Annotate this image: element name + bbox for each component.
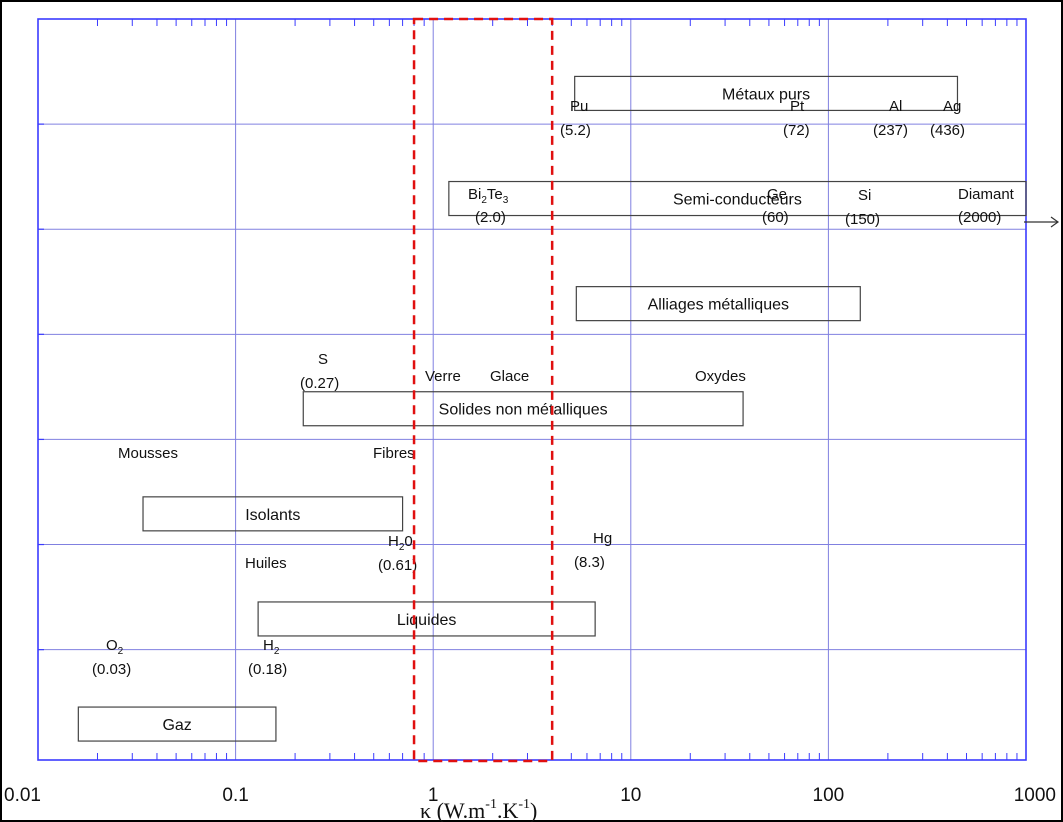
annotation-s: S bbox=[318, 351, 328, 368]
x-tick-labels: 0.01 0.1 1 10 100 1000 bbox=[4, 785, 1056, 806]
x-tick-label: 100 bbox=[813, 785, 845, 806]
category-bar bbox=[575, 286, 861, 322]
annotation-al: Al bbox=[889, 98, 902, 115]
annotation-h2-p1: H bbox=[263, 637, 274, 654]
annotation-si: Si bbox=[858, 187, 871, 204]
annotation-oxydes: Oxydes bbox=[695, 368, 746, 385]
annotation-pu-value: (5.2) bbox=[560, 122, 591, 139]
annotation-ge-value: (60) bbox=[762, 209, 789, 226]
category-bars: Métaux purs Semi-conducteurs Alliages méta… bbox=[77, 75, 1027, 742]
category-bar bbox=[448, 180, 1027, 217]
annotation-h2-sub: 2 bbox=[274, 646, 280, 657]
annotation-hg-value: (8.3) bbox=[574, 554, 605, 571]
highlight-region bbox=[412, 17, 554, 763]
category-label: Alliages métalliques bbox=[648, 297, 789, 314]
annotation-pu: Pu bbox=[570, 98, 588, 115]
x-tick-label: 0.01 bbox=[4, 785, 41, 806]
annotations: Pu (5.2) Pt (72) Al (237) Ag (436) Bi2Te… bbox=[92, 98, 1015, 678]
annotation-s-value: (0.27) bbox=[300, 375, 339, 392]
annotation-h2: H2 bbox=[263, 637, 280, 657]
x-axis-label-exp2: -1 bbox=[518, 797, 530, 812]
annotation-bi2te3-value: (2.0) bbox=[475, 209, 506, 226]
x-tick-label: 0.1 bbox=[222, 785, 248, 806]
category-label: Solides non métalliques bbox=[439, 402, 608, 419]
annotation-h2o: H20 bbox=[388, 533, 413, 553]
annotation-bi2te3-p1: Bi bbox=[468, 186, 481, 203]
annotation-o2: O2 bbox=[106, 637, 124, 657]
category-label: Semi-conducteurs bbox=[673, 192, 802, 209]
annotation-huiles: Huiles bbox=[245, 555, 287, 572]
x-tick-label: 1 bbox=[428, 785, 439, 806]
category-bar bbox=[574, 75, 959, 112]
annotation-hg: Hg bbox=[593, 530, 612, 547]
category-label: Gaz bbox=[162, 717, 191, 734]
annotation-h2o-sub: 2 bbox=[399, 542, 405, 553]
annotation-ag: Ag bbox=[943, 98, 961, 115]
x-tick-label: 10 bbox=[620, 785, 641, 806]
annotation-si-value: (150) bbox=[845, 211, 880, 228]
annotation-glace: Glace bbox=[490, 368, 529, 385]
annotation-ag-value: (436) bbox=[930, 122, 965, 139]
category-label: Métaux purs bbox=[722, 86, 810, 103]
annotation-pt: Pt bbox=[790, 98, 805, 115]
annotation-bi2te3-sub1: 2 bbox=[481, 195, 487, 206]
annotation-h2o-p1: H bbox=[388, 533, 399, 550]
annotation-h2o-value: (0.61) bbox=[378, 557, 417, 574]
annotation-ge: Ge bbox=[767, 186, 787, 203]
annotation-al-value: (237) bbox=[873, 122, 908, 139]
category-bar bbox=[257, 601, 596, 637]
annotation-diamant-value: (2000) bbox=[958, 209, 1001, 226]
annotation-mousses: Mousses bbox=[118, 445, 178, 462]
diamant-arrow-icon bbox=[1024, 216, 1060, 228]
annotation-h2-value: (0.18) bbox=[248, 661, 287, 678]
annotation-o2-sub: 2 bbox=[118, 646, 124, 657]
category-label: Liquides bbox=[397, 612, 457, 629]
annotation-fibres: Fibres bbox=[373, 445, 415, 462]
annotation-bi2te3-sub2: 3 bbox=[503, 195, 509, 206]
annotation-verre: Verre bbox=[425, 368, 461, 385]
x-axis-label-exp1: -1 bbox=[485, 797, 497, 812]
category-bar bbox=[302, 391, 744, 427]
annotation-pt-value: (72) bbox=[783, 122, 810, 139]
annotation-o2-value: (0.03) bbox=[92, 661, 131, 678]
annotation-bi2te3-p2: Te bbox=[487, 186, 503, 203]
x-axis-label: κ (W.m-1.K-1) bbox=[420, 797, 537, 822]
x-axis-label-close: ) bbox=[530, 798, 537, 822]
x-axis-label-main: κ (W.m bbox=[420, 798, 485, 822]
annotation-bi2te3: Bi2Te3 bbox=[468, 186, 509, 206]
category-label: Isolants bbox=[245, 507, 300, 524]
x-tick-label: 1000 bbox=[1014, 785, 1056, 806]
minor-ticks bbox=[38, 19, 1018, 760]
x-axis-label-mid: .K bbox=[497, 798, 519, 822]
annotation-o2-p1: O bbox=[106, 637, 118, 654]
category-bar bbox=[142, 496, 404, 532]
annotation-diamant: Diamant bbox=[958, 186, 1015, 203]
category-bar bbox=[77, 706, 277, 742]
annotation-h2o-p2: 0 bbox=[404, 533, 412, 550]
